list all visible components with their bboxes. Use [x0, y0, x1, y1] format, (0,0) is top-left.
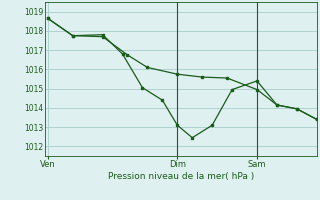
X-axis label: Pression niveau de la mer( hPa ): Pression niveau de la mer( hPa ) — [108, 172, 254, 181]
